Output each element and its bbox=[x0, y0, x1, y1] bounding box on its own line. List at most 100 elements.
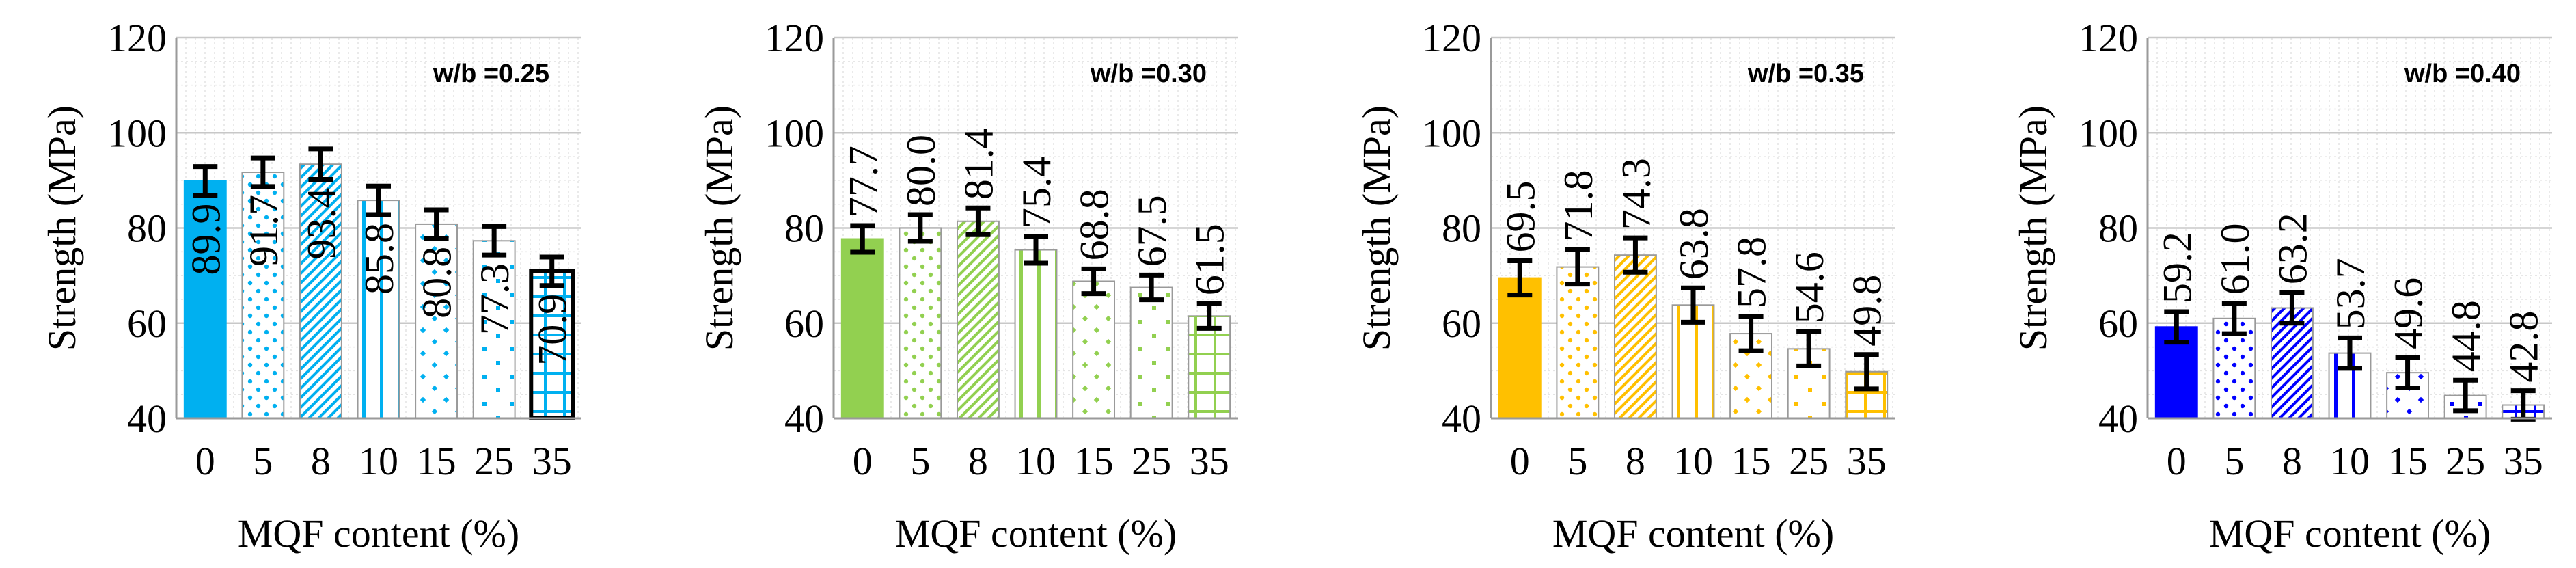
x-tick-label: 8 bbox=[1626, 439, 1645, 483]
y-tick-label: 60 bbox=[784, 301, 824, 346]
y-axis-label: Strength (MPa) bbox=[2011, 105, 2055, 351]
data-label: 89.9 bbox=[183, 203, 228, 275]
y-axis-label: Strength (MPa) bbox=[40, 105, 84, 351]
y-tick-label: 100 bbox=[2079, 111, 2138, 155]
wb-ratio-label: w/b =0.30 bbox=[1090, 59, 1207, 88]
data-label: 57.8 bbox=[1729, 236, 1775, 308]
bar-5 bbox=[899, 227, 942, 419]
x-tick-label: 5 bbox=[910, 439, 930, 483]
x-axis-label: MQF content (%) bbox=[2209, 511, 2491, 556]
wb-ratio-label: w/b =0.40 bbox=[2404, 59, 2521, 88]
x-tick-label: 0 bbox=[2167, 439, 2187, 483]
x-tick-label: 15 bbox=[1731, 439, 1771, 483]
data-label: 85.8 bbox=[357, 223, 402, 295]
x-tick-label: 5 bbox=[1567, 439, 1587, 483]
x-tick-label: 10 bbox=[1673, 439, 1713, 483]
x-axis-label: MQF content (%) bbox=[1552, 511, 1834, 556]
data-label: 80.8 bbox=[415, 247, 460, 319]
x-tick-label: 10 bbox=[2330, 439, 2370, 483]
x-tick-label: 0 bbox=[853, 439, 873, 483]
bar-35 bbox=[1188, 315, 1231, 419]
y-tick-label: 120 bbox=[2079, 16, 2138, 60]
data-label: 81.4 bbox=[956, 128, 1001, 200]
data-label: 80.0 bbox=[899, 135, 944, 206]
x-tick-label: 35 bbox=[532, 439, 572, 483]
wb-ratio-label: w/b =0.35 bbox=[1747, 59, 1864, 88]
x-tick-label: 25 bbox=[1132, 439, 1171, 483]
data-label: 42.8 bbox=[2502, 311, 2547, 383]
bar-8 bbox=[299, 163, 342, 419]
y-tick-label: 60 bbox=[2098, 301, 2138, 346]
x-tick-label: 15 bbox=[2388, 439, 2428, 483]
x-tick-label: 8 bbox=[311, 439, 331, 483]
x-tick-label: 0 bbox=[1510, 439, 1530, 483]
data-label: 54.6 bbox=[1787, 252, 1832, 323]
y-axis-label: Strength (MPa) bbox=[1354, 105, 1399, 351]
data-label: 53.7 bbox=[2328, 258, 2373, 329]
y-tick-label: 80 bbox=[1442, 206, 1481, 251]
x-tick-label: 25 bbox=[474, 439, 514, 483]
data-label: 49.8 bbox=[1845, 275, 1890, 347]
data-label: 74.3 bbox=[1613, 158, 1658, 230]
y-tick-label: 60 bbox=[1442, 301, 1481, 346]
data-label: 63.2 bbox=[2270, 213, 2315, 284]
y-tick-label: 100 bbox=[107, 111, 167, 155]
bar-25 bbox=[1129, 286, 1173, 419]
x-tick-label: 35 bbox=[2504, 439, 2543, 483]
y-tick-label: 80 bbox=[127, 206, 167, 251]
bar-0 bbox=[840, 238, 884, 419]
bar-8 bbox=[956, 220, 1000, 419]
y-tick-label: 40 bbox=[127, 396, 167, 441]
bar-5 bbox=[241, 172, 285, 419]
data-label: 63.8 bbox=[1671, 208, 1716, 280]
x-tick-label: 25 bbox=[1789, 439, 1828, 483]
data-label: 91.7 bbox=[241, 195, 286, 267]
data-label: 67.5 bbox=[1129, 195, 1175, 267]
x-tick-label: 35 bbox=[1847, 439, 1887, 483]
x-tick-label: 15 bbox=[417, 439, 456, 483]
x-tick-label: 10 bbox=[1016, 439, 1056, 483]
data-label: 44.8 bbox=[2443, 300, 2489, 372]
bar-15 bbox=[1072, 280, 1116, 420]
x-tick-label: 5 bbox=[2224, 439, 2244, 483]
bar-0 bbox=[1498, 277, 1542, 420]
bar-8 bbox=[1613, 254, 1657, 419]
data-label: 61.0 bbox=[2212, 224, 2258, 295]
y-tick-label: 120 bbox=[1422, 16, 1481, 60]
x-tick-label: 15 bbox=[1074, 439, 1114, 483]
data-label: 71.8 bbox=[1556, 170, 1601, 242]
x-tick-label: 25 bbox=[2445, 439, 2485, 483]
data-label: 75.4 bbox=[1014, 157, 1059, 228]
data-label: 70.9 bbox=[530, 294, 575, 366]
data-label: 59.2 bbox=[2154, 232, 2200, 303]
chart-panel-3: 69.5 0 71.8 5 74.3 8 63.8 10 57.8 15 54.6 25 49.8 35 4… bbox=[1354, 16, 1895, 556]
bar-10 bbox=[1014, 249, 1058, 419]
y-tick-label: 60 bbox=[127, 301, 167, 346]
chart-panel-4: 59.2 0 61.0 5 63.2 8 53.7 10 49.6 15 44.8 25 42.8 35 4… bbox=[2011, 16, 2552, 556]
y-tick-label: 120 bbox=[765, 16, 824, 60]
x-tick-label: 8 bbox=[2282, 439, 2302, 483]
bar-5 bbox=[1556, 266, 1600, 419]
x-tick-label: 10 bbox=[359, 439, 398, 483]
data-label: 68.8 bbox=[1072, 189, 1117, 260]
x-tick-label: 8 bbox=[968, 439, 988, 483]
y-tick-label: 120 bbox=[107, 16, 167, 60]
y-tick-label: 100 bbox=[765, 111, 824, 155]
data-label: 49.6 bbox=[2386, 278, 2431, 349]
data-label: 61.5 bbox=[1188, 224, 1233, 295]
y-axis-label: Strength (MPa) bbox=[697, 105, 741, 351]
chart-panel-1: 89.9 0 91.7 5 93.4 8 85.8 10 80.8 15 77.3 25 70.9 35 4… bbox=[40, 16, 581, 556]
y-tick-label: 80 bbox=[784, 206, 824, 251]
bar-25 bbox=[472, 240, 516, 419]
data-label: 69.5 bbox=[1498, 181, 1543, 253]
y-tick-label: 40 bbox=[784, 396, 824, 441]
y-tick-label: 80 bbox=[2098, 206, 2138, 251]
data-label: 93.4 bbox=[299, 187, 344, 259]
data-label: 77.7 bbox=[840, 146, 886, 217]
y-tick-label: 40 bbox=[1442, 396, 1481, 441]
chart-panel-2: 77.7 0 80.0 5 81.4 8 75.4 10 68.8 15 67.5 25 61.5 35 4… bbox=[697, 16, 1238, 556]
wb-ratio-label: w/b =0.25 bbox=[433, 59, 549, 88]
x-axis-label: MQF content (%) bbox=[238, 511, 519, 556]
x-tick-label: 35 bbox=[1190, 439, 1229, 483]
